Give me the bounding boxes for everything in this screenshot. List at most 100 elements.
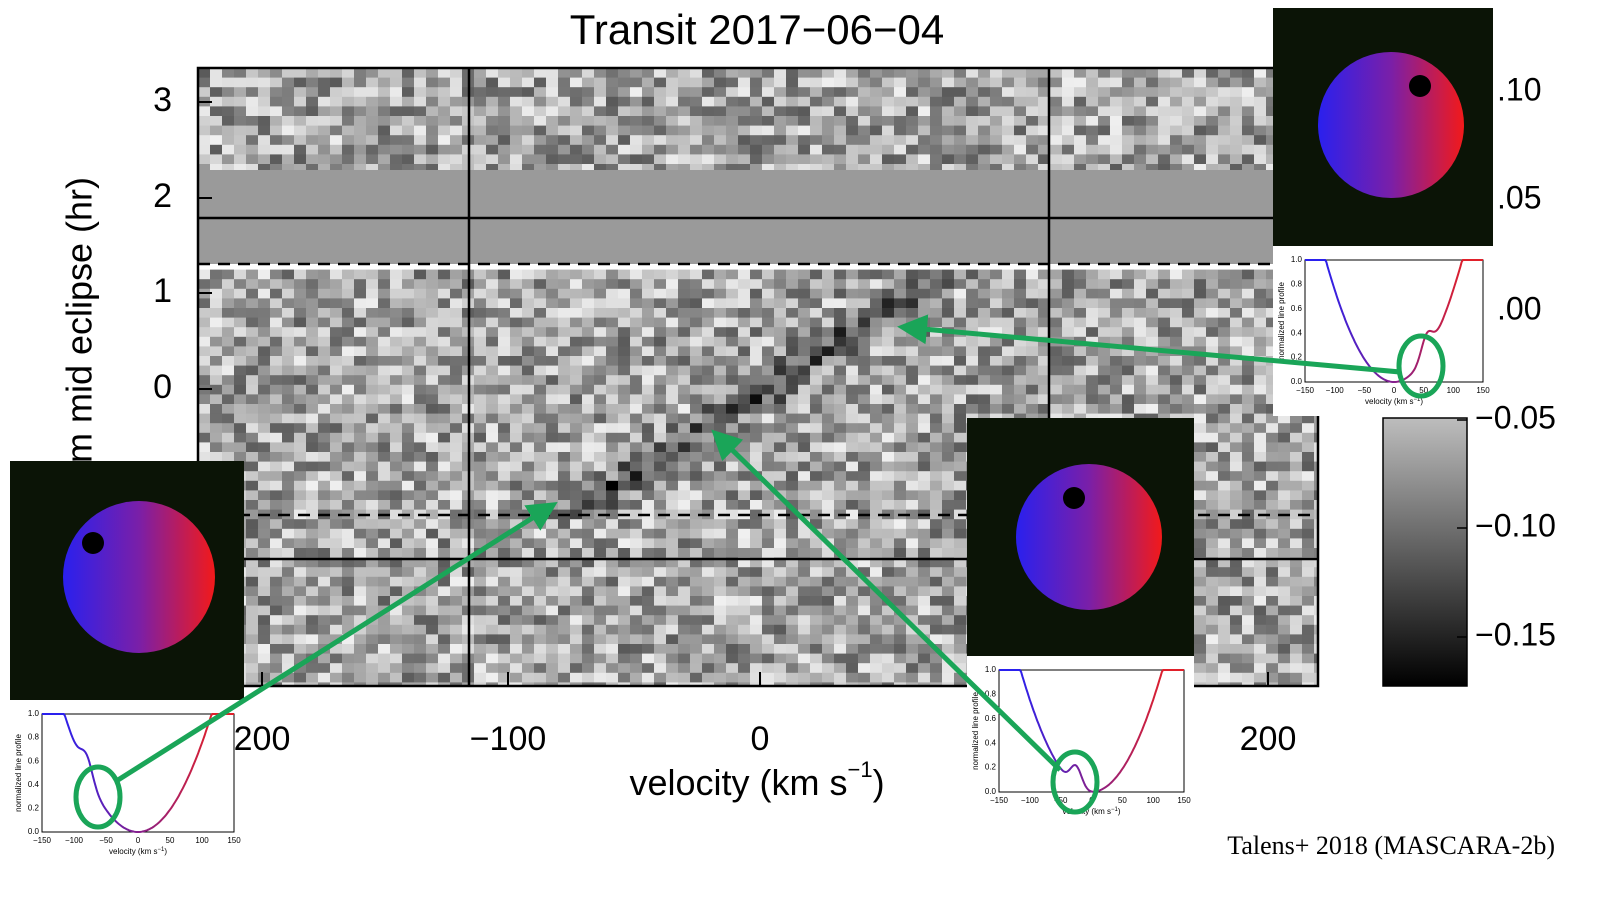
heatmap-cell [246, 423, 258, 434]
heatmap-cell [810, 413, 822, 424]
heatmap-cell [810, 288, 822, 299]
heatmap-cell [774, 68, 786, 79]
heatmap-cell [882, 125, 894, 136]
heatmap-cell [942, 298, 954, 309]
heatmap-cell [342, 394, 354, 405]
heatmap-cell [1074, 308, 1086, 319]
heatmap-cell [1050, 279, 1062, 290]
heatmap-cell [330, 384, 342, 395]
heatmap-cell [954, 586, 966, 597]
heatmap-cell [366, 68, 378, 79]
heatmap-cell [402, 356, 414, 367]
heatmap-cell [438, 384, 450, 395]
heatmap-cell [1218, 461, 1230, 472]
heatmap-cell [858, 384, 870, 395]
heatmap-cell [1242, 519, 1254, 530]
heatmap-cell [774, 423, 786, 434]
heatmap-cell [846, 461, 858, 472]
heatmap-cell [510, 461, 522, 472]
heatmap-cell [798, 471, 810, 482]
heatmap-cell [834, 269, 846, 280]
heatmap-cell [606, 96, 618, 107]
heatmap-cell [1110, 384, 1122, 395]
heatmap-cell [498, 624, 510, 635]
heatmap-cell [786, 106, 798, 117]
heatmap-cell [570, 164, 582, 175]
heatmap-cell [762, 384, 774, 395]
heatmap-cell [678, 490, 690, 501]
heatmap-cell [1218, 394, 1230, 405]
heatmap-cell [570, 576, 582, 587]
heatmap-cell [582, 96, 594, 107]
heatmap-cell [414, 327, 426, 338]
heatmap-cell [1254, 605, 1266, 616]
heatmap-cell [630, 384, 642, 395]
heatmap-cell [234, 404, 246, 415]
heatmap-cell [354, 125, 366, 136]
heatmap-cell [306, 557, 318, 568]
heatmap-cell [306, 500, 318, 511]
heatmap-cell [666, 68, 678, 79]
heatmap-cell [834, 644, 846, 655]
heatmap-cell [1158, 135, 1170, 146]
heatmap-cell [726, 87, 738, 98]
heatmap-cell [1146, 164, 1158, 175]
heatmap-cell [1050, 164, 1062, 175]
heatmap-cell [954, 269, 966, 280]
heatmap-cell [1290, 500, 1302, 511]
heatmap-cell [714, 154, 726, 165]
heatmap-cell [726, 567, 738, 578]
heatmap-cell [942, 336, 954, 347]
heatmap-cell [1278, 432, 1290, 443]
heatmap-cell [1134, 68, 1146, 79]
heatmap-cell [1158, 96, 1170, 107]
heatmap-cell [822, 442, 834, 453]
heatmap-cell [1134, 346, 1146, 357]
heatmap-cell [1086, 365, 1098, 376]
heatmap-cell [546, 308, 558, 319]
heatmap-cell [942, 346, 954, 357]
heatmap-cell [522, 538, 534, 549]
heatmap-cell [198, 327, 210, 338]
heatmap-cell [558, 528, 570, 539]
heatmap-cell [258, 327, 270, 338]
heatmap-cell [522, 269, 534, 280]
heatmap-cell [582, 653, 594, 664]
heatmap-cell [510, 116, 522, 127]
heatmap-cell [294, 471, 306, 482]
heatmap-cell [870, 557, 882, 568]
heatmap-cell [1182, 336, 1194, 347]
heatmap-cell [570, 96, 582, 107]
heatmap-cell [546, 106, 558, 117]
heatmap-cell [654, 106, 666, 117]
heatmap-cell [858, 116, 870, 127]
heatmap-cell [1170, 96, 1182, 107]
heatmap-cell [246, 135, 258, 146]
heatmap-cell [678, 288, 690, 299]
heatmap-cell [834, 68, 846, 79]
heatmap-cell [378, 269, 390, 280]
heatmap-cell [1266, 154, 1278, 165]
heatmap-cell [438, 653, 450, 664]
heatmap-cell [426, 308, 438, 319]
heatmap-cell [1266, 144, 1278, 155]
heatmap-cell [546, 644, 558, 655]
heatmap-cell [474, 500, 486, 511]
heatmap-cell [918, 538, 930, 549]
heatmap-cell [390, 346, 402, 357]
heatmap-cell [702, 144, 714, 155]
heatmap-cell [342, 135, 354, 146]
heatmap-cell [474, 413, 486, 424]
heatmap-cell [354, 336, 366, 347]
heatmap-cell [378, 327, 390, 338]
heatmap-cell [690, 77, 702, 88]
heatmap-cell [558, 154, 570, 165]
heatmap-cell [1230, 615, 1242, 626]
heatmap-cell [330, 356, 342, 367]
heatmap-cell [378, 298, 390, 309]
heatmap-cell [414, 375, 426, 386]
heatmap-cell [954, 375, 966, 386]
heatmap-cell [438, 279, 450, 290]
heatmap-cell [1110, 365, 1122, 376]
heatmap-cell [570, 596, 582, 607]
